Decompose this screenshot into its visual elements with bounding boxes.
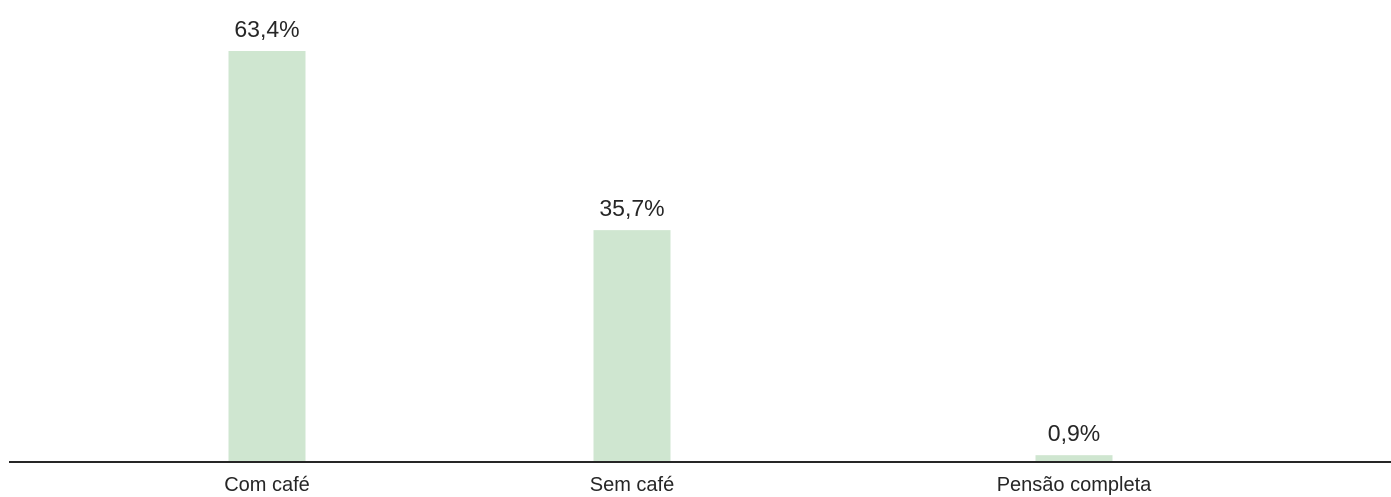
category-labels-group: Com café Sem café Pensão completa [224,474,1152,496]
value-label-0: 63,4% [234,16,299,42]
value-labels-group: 63,4% 35,7% 0,9% [234,16,1100,446]
value-label-1: 35,7% [599,195,664,221]
bar-0 [228,51,306,461]
bar-1 [593,230,671,461]
category-label-0: Com café [224,474,310,496]
category-label-1: Sem café [590,474,674,496]
category-label-2: Pensão completa [997,474,1152,496]
bars-group [228,51,1113,461]
value-label-2: 0,9% [1048,420,1100,446]
bar-2 [1035,455,1113,461]
